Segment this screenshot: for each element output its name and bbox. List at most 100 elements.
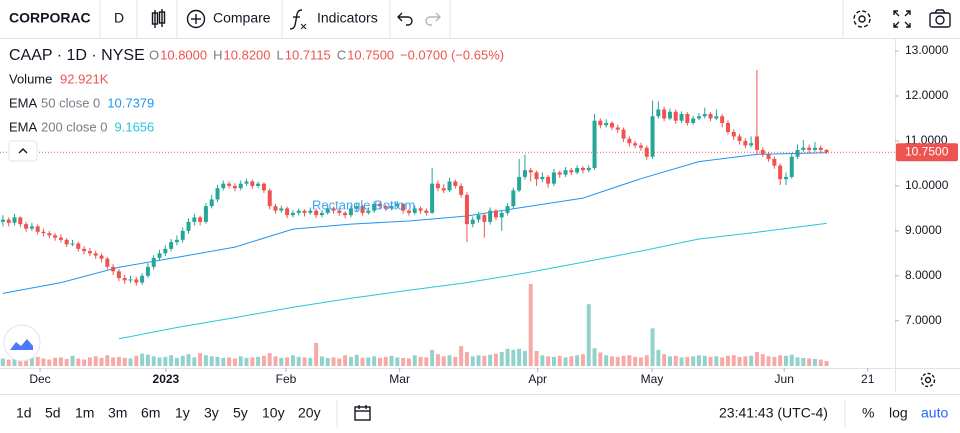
date-range-button[interactable] [354,405,371,421]
volume-bar [749,355,754,366]
volume-bar [818,359,823,366]
volume-bar [656,349,661,366]
last-price-tag [896,143,958,162]
range-button[interactable]: 10y [262,405,285,421]
x-tick-label: Dec [29,372,50,386]
candle-body [192,217,197,222]
volume-bar [360,357,365,366]
candle-body [221,183,226,189]
candle-body [256,183,261,186]
candle-body [754,136,759,150]
candle-body [273,206,278,211]
volume-bar [215,356,220,366]
range-button[interactable]: 1m [75,405,94,421]
fullscreen-button[interactable] [893,10,911,28]
chart-type-button[interactable] [151,9,166,28]
ohlc-label: O [149,47,159,62]
volume-bar [575,355,580,366]
volume-bar [650,328,655,366]
volume-bar [279,357,284,366]
volume-bar [778,355,783,366]
volume-bar [372,356,377,366]
candle-body [644,147,649,157]
candle-body [348,208,353,216]
symbol-button[interactable]: CORPORAC [9,10,91,26]
candle-body [783,176,788,180]
candle-body [546,176,551,184]
volume-bar [325,357,330,366]
logo[interactable] [3,324,41,362]
range-button[interactable]: 5y [233,405,248,421]
volume-bar [511,349,516,366]
volume-bar [12,357,17,366]
x-tick-label: Jun [775,372,794,386]
ohlc-label: C [337,47,346,62]
screenshot-button[interactable] [929,9,951,28]
volume-bar [807,358,812,366]
range-button[interactable]: 3m [108,405,127,421]
volume-bar [592,348,597,366]
volume-bar [824,361,829,366]
log-toggle[interactable]: log [889,405,908,421]
volume-legend-name: Volume [9,71,52,86]
collapse-legend-button[interactable] [8,140,38,162]
candle-body [807,147,812,150]
indicators-icon[interactable] [289,9,307,30]
candle-body [656,109,661,117]
volume-bar [604,355,609,366]
candle-body [377,203,382,207]
candle-body [702,113,707,117]
candle-body [714,116,719,119]
volume-bar [430,349,435,366]
range-button[interactable]: 3y [204,405,219,421]
candle-body [696,116,701,119]
volume-bar [731,355,736,366]
ema-line [118,222,827,340]
axis-settings[interactable] [920,372,936,388]
volume-bar [163,356,168,366]
candle-body [824,149,829,153]
range-button[interactable]: 6m [141,405,160,421]
candle-body [766,154,771,159]
auto-toggle[interactable]: auto [921,405,948,421]
candle-body [360,206,365,213]
volume-bar [482,355,487,366]
volume-bar [691,356,696,366]
volume-bar [673,355,678,366]
candle-body [151,257,156,267]
indicators-label[interactable]: Indicators [317,10,378,26]
ema-legend-value: 9.1656 [115,119,155,134]
candle-body [6,219,11,223]
volume-bar [41,358,46,366]
percent-toggle[interactable]: % [862,405,874,421]
redo-button[interactable] [425,12,441,26]
volume-bar [180,355,185,366]
volume-bar [743,356,748,366]
compare-button[interactable] [186,9,206,29]
candle-body [76,243,81,249]
candle-body [169,242,174,249]
candle-body [302,210,307,213]
compare-label[interactable]: Compare [213,10,271,26]
candle-body [383,206,388,209]
y-tick-label: 13.0000 [905,43,949,57]
volume-bar [6,359,11,366]
interval-button[interactable]: D [114,10,124,26]
range-button[interactable]: 1d [16,405,32,421]
volume-bar [760,354,765,366]
range-button[interactable]: 5d [45,405,61,421]
ohlc-value: 10.7115 [285,47,331,62]
volume-bar [24,360,29,366]
ohlc-label: L [277,47,284,62]
range-button[interactable]: 1y [175,405,190,421]
undo-button[interactable] [397,12,413,26]
range-button[interactable]: 20y [298,405,321,421]
candle-body [244,181,249,184]
candle-body [296,210,301,213]
volume-bar [499,352,504,366]
x-tick-label: Apr [528,372,547,386]
settings-button[interactable] [853,10,871,28]
x-tick-label: Feb [276,372,297,386]
candle-body [389,206,394,209]
ohlc-value: 10.8200 [224,47,271,62]
